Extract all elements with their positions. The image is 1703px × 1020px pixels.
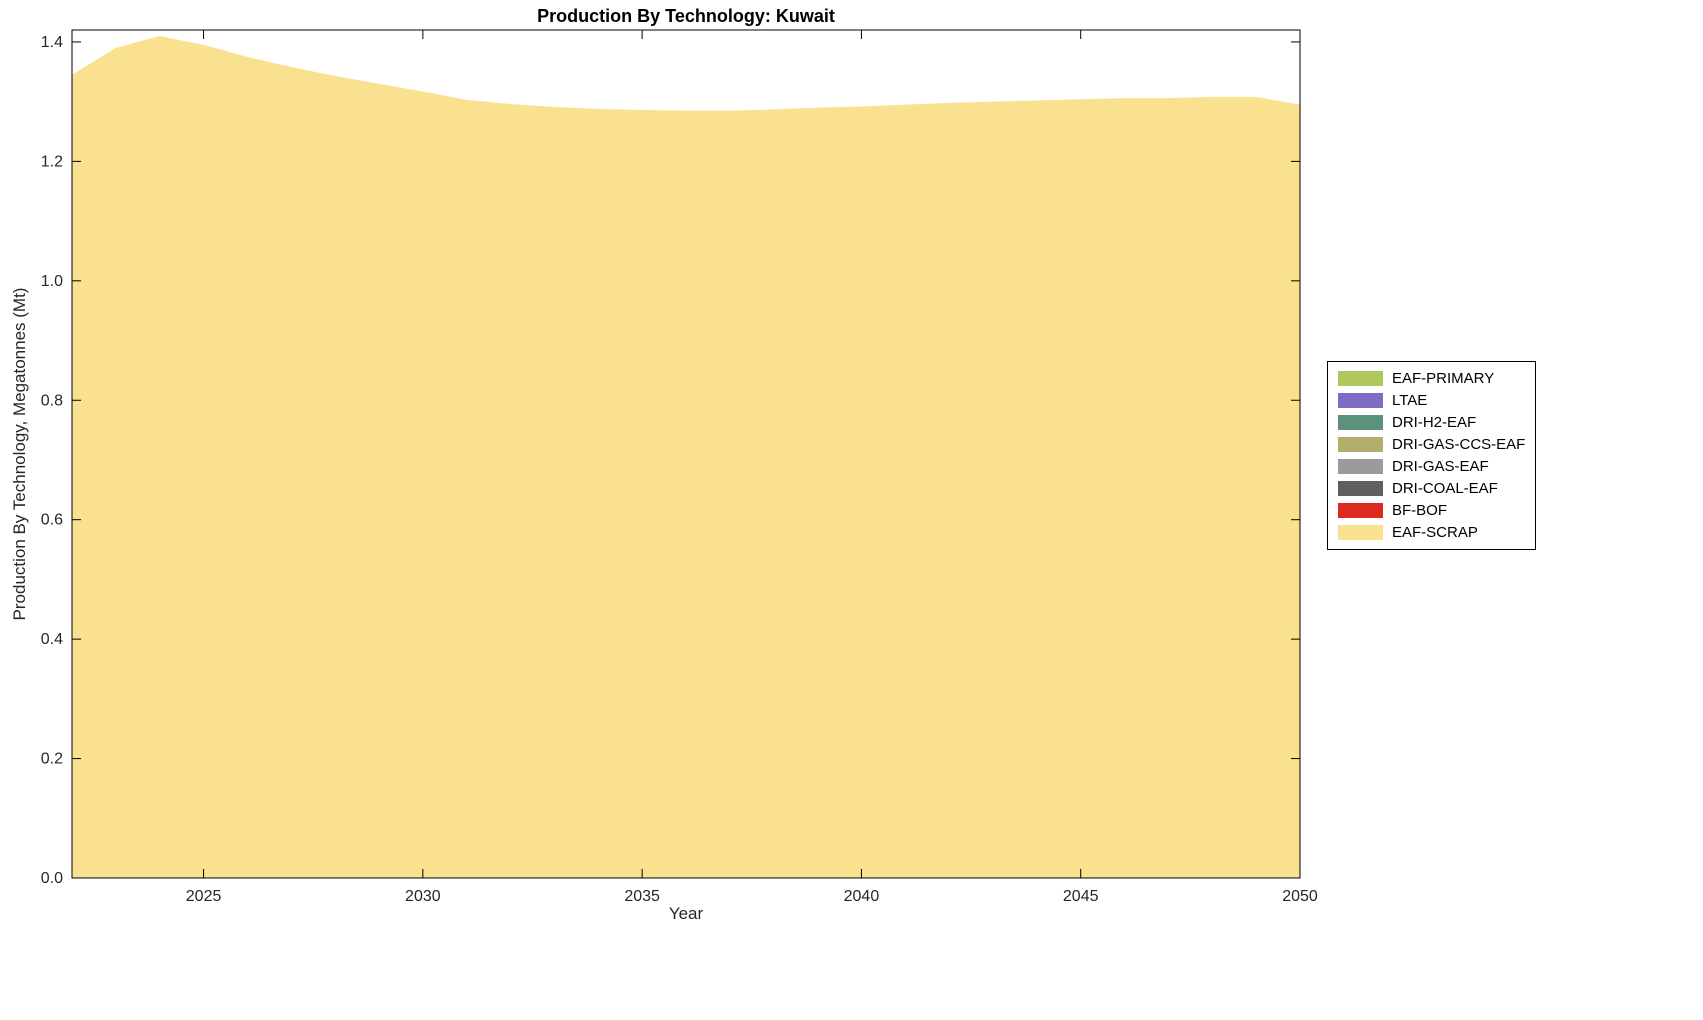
chart-title: Production By Technology: Kuwait	[537, 6, 835, 26]
legend-item: LTAE	[1338, 391, 1525, 410]
y-axis-label: Production By Technology, Megatonnes (Mt…	[10, 287, 29, 621]
legend-item: BF-BOF	[1338, 501, 1525, 520]
legend-swatch	[1338, 371, 1383, 386]
y-tick-label: 0.4	[41, 631, 63, 648]
x-axis-label: Year	[668, 904, 704, 923]
legend-swatch	[1338, 459, 1383, 474]
legend-label: DRI-COAL-EAF	[1392, 480, 1498, 497]
y-tick-label: 0.8	[41, 392, 63, 409]
x-tick-label: 2050	[1282, 888, 1318, 905]
legend-label: EAF-PRIMARY	[1392, 370, 1495, 387]
legend-item: DRI-COAL-EAF	[1338, 479, 1525, 498]
legend-label: BF-BOF	[1392, 502, 1447, 519]
axes-box	[71, 29, 1301, 879]
x-tick-label: 2025	[186, 888, 222, 905]
y-tick-label: 1.4	[41, 34, 63, 51]
legend-item: EAF-PRIMARY	[1338, 369, 1525, 388]
legend-label: DRI-GAS-CCS-EAF	[1392, 436, 1526, 453]
y-tick-label: 0.2	[41, 751, 63, 768]
legend-label: DRI-GAS-EAF	[1392, 458, 1489, 475]
legend-swatch	[1338, 503, 1383, 518]
legend-swatch	[1338, 393, 1383, 408]
legend-swatch	[1338, 481, 1383, 496]
y-tick-label: 1.2	[41, 153, 63, 170]
legend-swatch	[1338, 437, 1383, 452]
legend-item: EAF-SCRAP	[1338, 523, 1525, 542]
legend-item: DRI-GAS-EAF	[1338, 457, 1525, 476]
area-series-eaf-scrap	[72, 35, 1300, 879]
legend: EAF-PRIMARY LTAE DRI-H2-EAF DRI-GAS-CCS-EAF…	[1327, 361, 1537, 550]
y-tick-label: 1.0	[41, 273, 63, 290]
x-tick-label: 2045	[1063, 888, 1099, 905]
legend-swatch	[1338, 525, 1383, 540]
y-tick-label: 0.6	[41, 512, 63, 529]
legend-label: DRI-H2-EAF	[1392, 414, 1477, 431]
legend-label: LTAE	[1392, 392, 1428, 409]
legend-swatch	[1338, 415, 1383, 430]
x-tick-label: 2040	[844, 888, 880, 905]
x-tick-label: 2035	[624, 888, 660, 905]
y-tick-label: 0.0	[41, 870, 63, 887]
legend-label: EAF-SCRAP	[1392, 524, 1478, 541]
x-tick-label: 2030	[405, 888, 441, 905]
legend-item: DRI-H2-EAF	[1338, 413, 1525, 432]
legend-item: DRI-GAS-CCS-EAF	[1338, 435, 1525, 454]
